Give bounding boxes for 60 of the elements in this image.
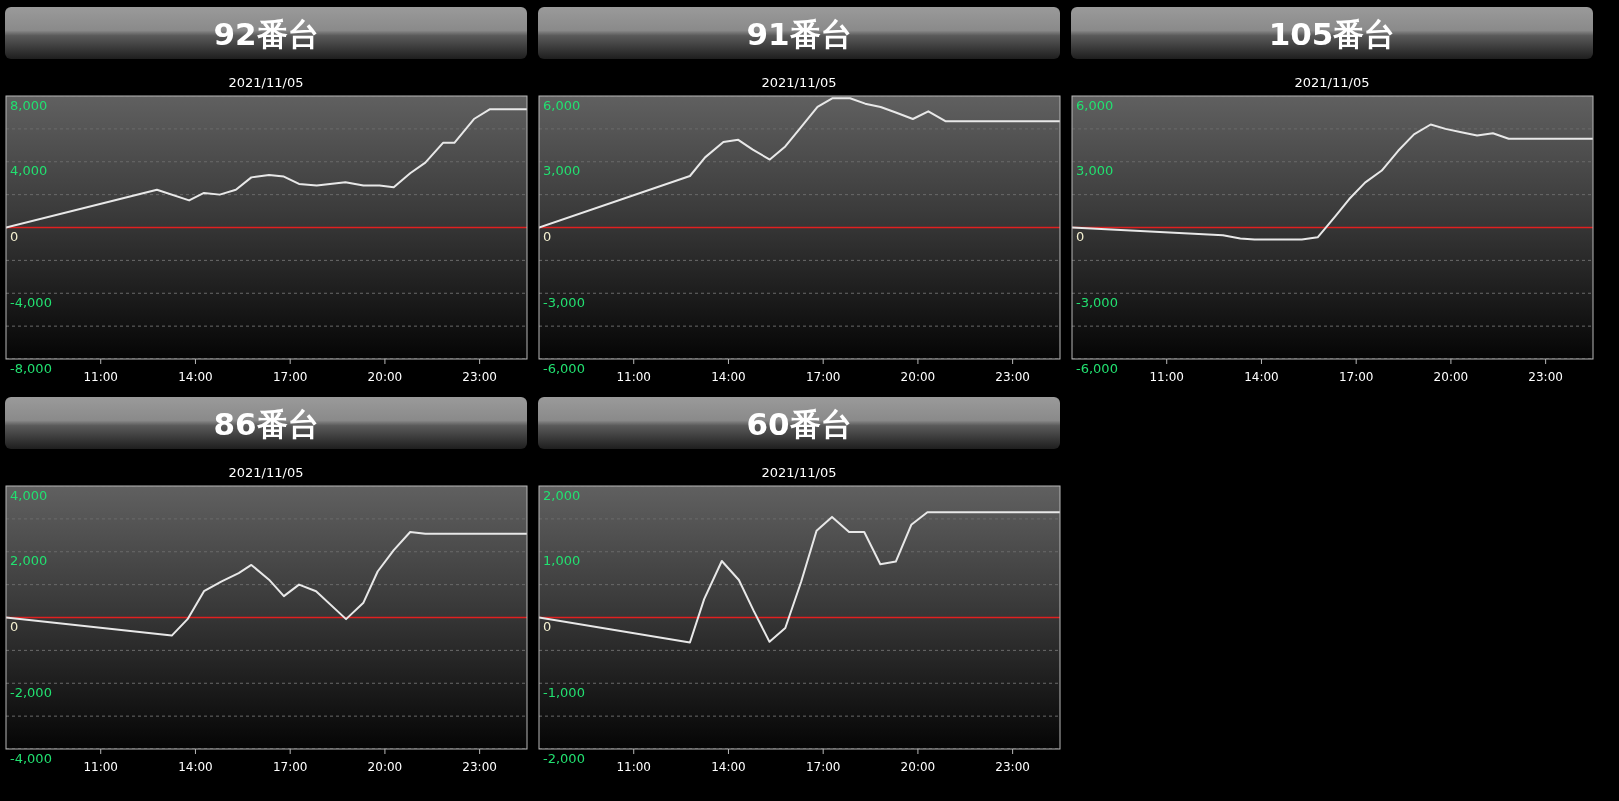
x-tick-label: 14:00 <box>711 370 746 384</box>
y-tick-label: 4,000 <box>10 163 48 179</box>
x-tick-label: 11:00 <box>83 760 119 774</box>
chart-title: 86番台 <box>213 406 319 442</box>
x-tick-label: 20:00 <box>900 370 936 384</box>
chart-subtitle: 2021/11/05 <box>761 75 837 90</box>
y-tick-label: -3,000 <box>1076 294 1118 310</box>
x-tick-label: 20:00 <box>367 370 403 384</box>
x-tick-label: 23:00 <box>1528 370 1563 384</box>
y-tick-label: 4,000 <box>10 487 48 503</box>
y-tick-label: 0 <box>10 619 19 634</box>
y-tick-label: -2,000 <box>10 684 52 700</box>
x-tick-label: 20:00 <box>1433 370 1469 384</box>
chart-subtitle: 2021/11/05 <box>228 465 304 480</box>
x-tick-label: 11:00 <box>616 370 652 384</box>
chart-title: 60番台 <box>746 406 852 442</box>
x-tick-label: 23:00 <box>995 370 1030 384</box>
x-tick-label: 14:00 <box>711 760 746 774</box>
x-tick-label: 23:00 <box>995 760 1030 774</box>
x-tick-label: 17:00 <box>272 370 308 384</box>
y-tick-label: -8,000 <box>10 360 52 376</box>
y-tick-label: 0 <box>543 229 552 244</box>
y-tick-label: 0 <box>543 619 552 634</box>
y-tick-label: 1,000 <box>543 553 581 569</box>
x-tick-label: 17:00 <box>272 760 308 774</box>
x-tick-label: 14:00 <box>178 370 213 384</box>
y-tick-label: 0 <box>1076 229 1085 244</box>
x-tick-label: 14:00 <box>178 760 213 774</box>
y-tick-label: -6,000 <box>1076 360 1118 376</box>
y-tick-label: 8,000 <box>10 97 48 113</box>
y-tick-label: 0 <box>10 229 19 244</box>
x-tick-label: 11:00 <box>616 760 652 774</box>
y-tick-label: 3,000 <box>1076 163 1114 179</box>
y-tick-label: 2,000 <box>10 553 48 569</box>
x-tick-label: 20:00 <box>367 760 403 774</box>
x-tick-label: 14:00 <box>1244 370 1279 384</box>
x-tick-label: 11:00 <box>1149 370 1185 384</box>
x-tick-label: 20:00 <box>900 760 936 774</box>
x-tick-label: 23:00 <box>462 760 497 774</box>
y-tick-label: -4,000 <box>10 750 52 766</box>
x-tick-label: 11:00 <box>83 370 119 384</box>
y-tick-label: -2,000 <box>543 750 585 766</box>
chart-title: 92番台 <box>213 16 319 52</box>
chart-subtitle: 2021/11/05 <box>761 465 837 480</box>
x-tick-label: 17:00 <box>805 760 841 774</box>
chart-title: 91番台 <box>746 16 852 52</box>
chart-title: 105番台 <box>1268 16 1396 52</box>
y-tick-label: 6,000 <box>543 97 581 113</box>
y-tick-label: -4,000 <box>10 294 52 310</box>
x-tick-label: 17:00 <box>805 370 841 384</box>
y-tick-label: 2,000 <box>543 487 581 503</box>
chart-subtitle: 2021/11/05 <box>1294 75 1370 90</box>
chart-subtitle: 2021/11/05 <box>228 75 304 90</box>
y-tick-label: -1,000 <box>543 684 585 700</box>
x-tick-label: 23:00 <box>462 370 497 384</box>
y-tick-label: -3,000 <box>543 294 585 310</box>
x-tick-label: 17:00 <box>1338 370 1374 384</box>
y-tick-label: 3,000 <box>543 163 581 179</box>
y-tick-label: -6,000 <box>543 360 585 376</box>
y-tick-label: 6,000 <box>1076 97 1114 113</box>
